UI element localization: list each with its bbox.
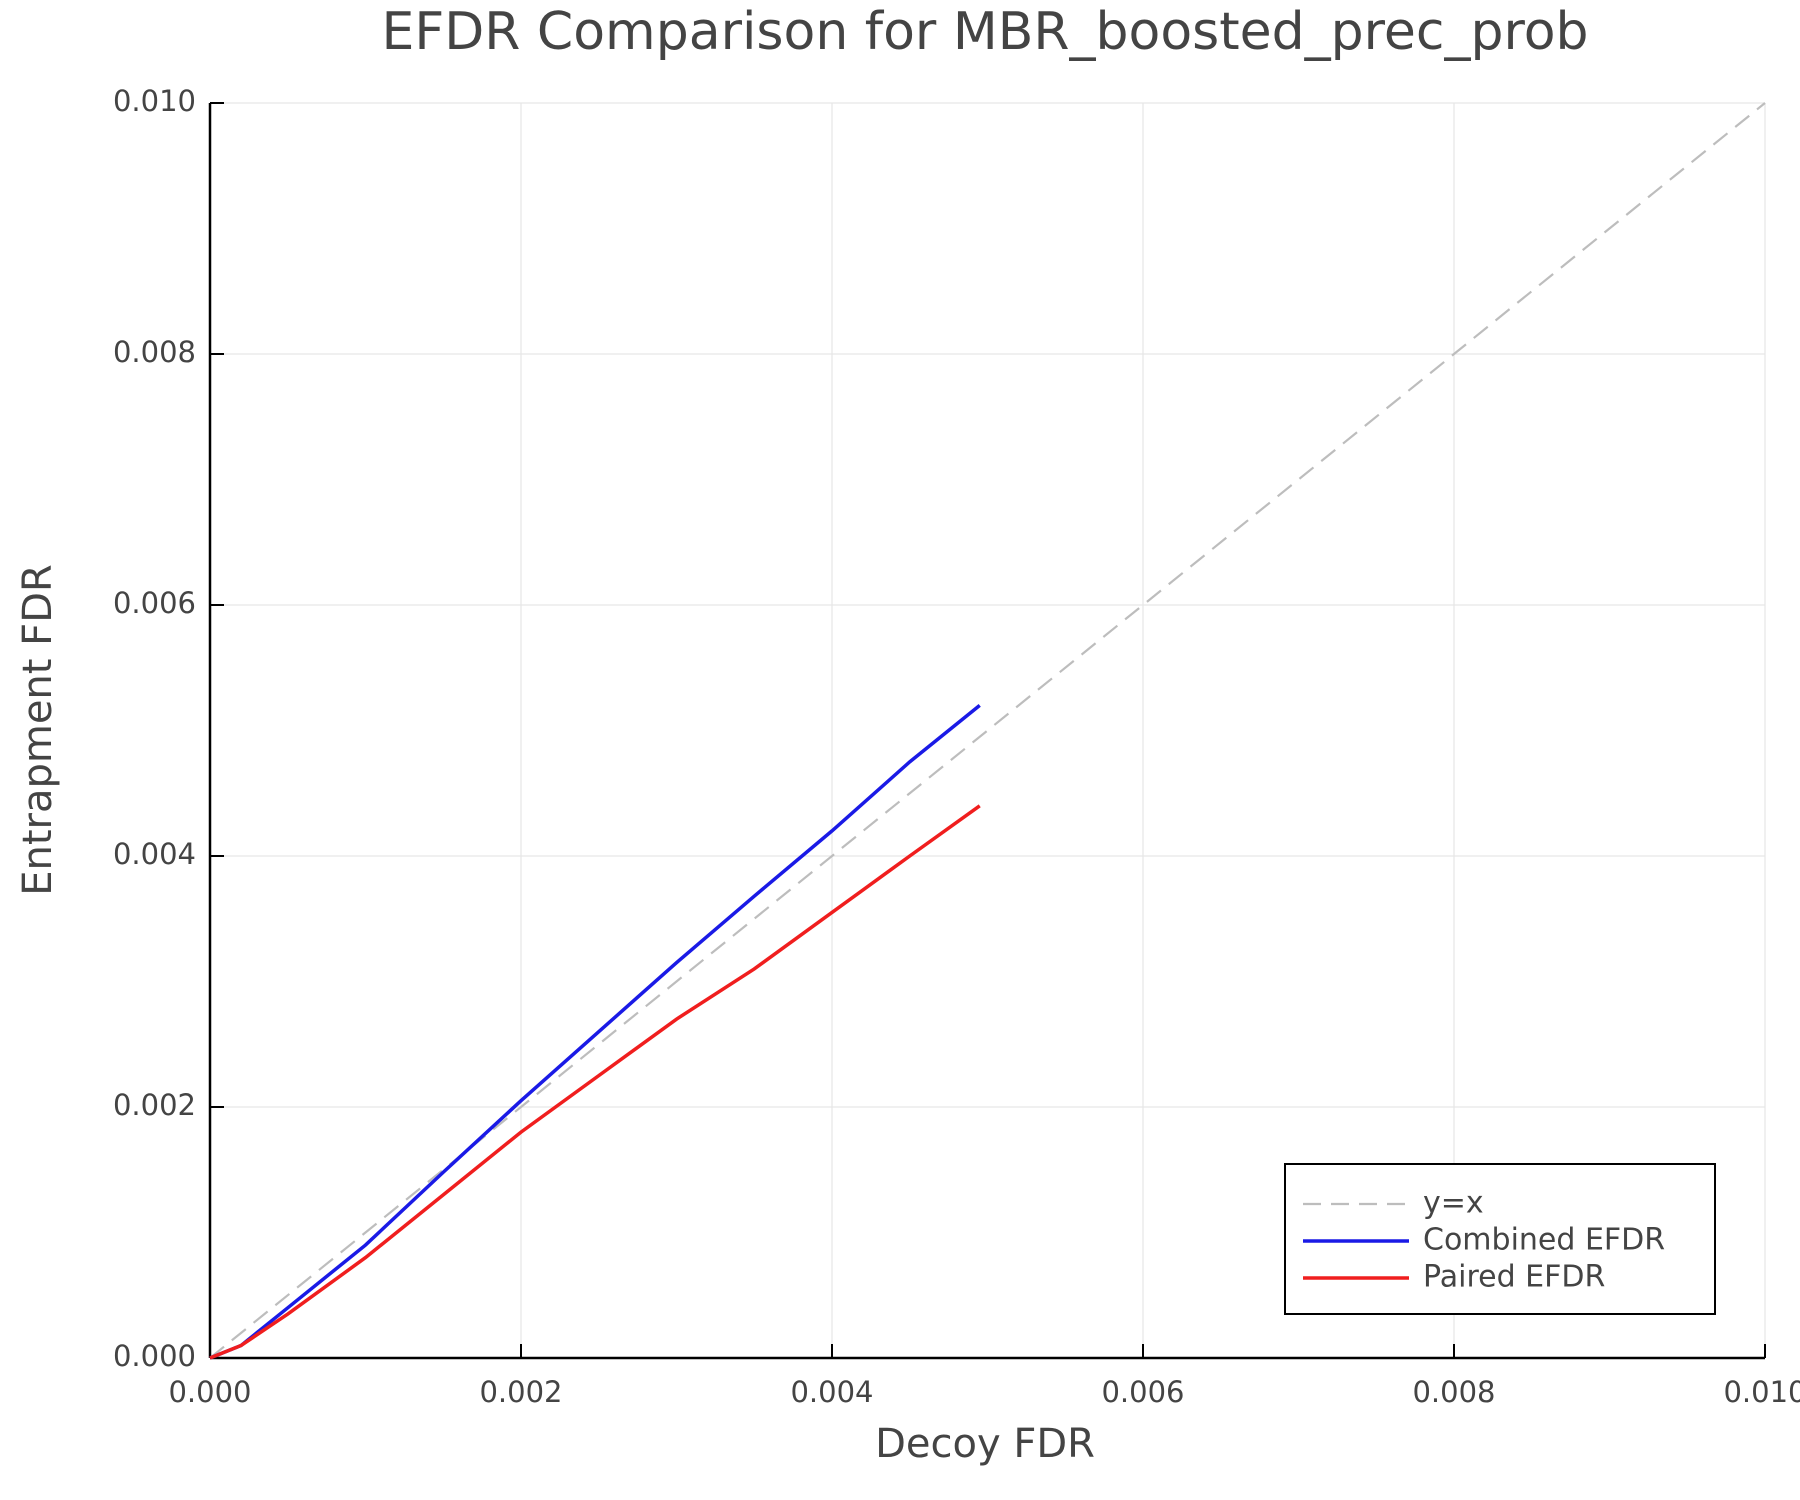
y-tick-label: 0.000	[113, 1339, 196, 1373]
x-tick-label: 0.002	[479, 1375, 562, 1409]
x-tick-label: 0.010	[1723, 1375, 1800, 1409]
y-tick-label: 0.002	[113, 1088, 196, 1122]
y-tick-label: 0.004	[113, 837, 196, 871]
y-axis-label: Entrapment FDR	[15, 564, 61, 896]
series-line	[209, 102, 1766, 1359]
x-tick-label: 0.004	[790, 1375, 873, 1409]
series-line	[209, 804, 981, 1360]
chart-title: EFDR Comparison for MBR_boosted_prec_pro…	[381, 2, 1588, 62]
y-tick-label: 0.006	[113, 586, 196, 620]
x-tick-label: 0.008	[1412, 1375, 1495, 1409]
legend-box	[1284, 1163, 1716, 1315]
legend-label: y=x	[1423, 1186, 1484, 1221]
x-axis-label: Decoy FDR	[875, 1421, 1095, 1467]
legend-label: Paired EFDR	[1423, 1260, 1605, 1295]
y-tick-label: 0.008	[113, 335, 196, 369]
legend-label: Combined EFDR	[1423, 1223, 1665, 1258]
y-tick-label: 0.010	[113, 84, 196, 118]
series-line	[209, 704, 981, 1360]
x-tick-label: 0.006	[1101, 1375, 1184, 1409]
x-tick-label: 0.000	[168, 1375, 251, 1409]
